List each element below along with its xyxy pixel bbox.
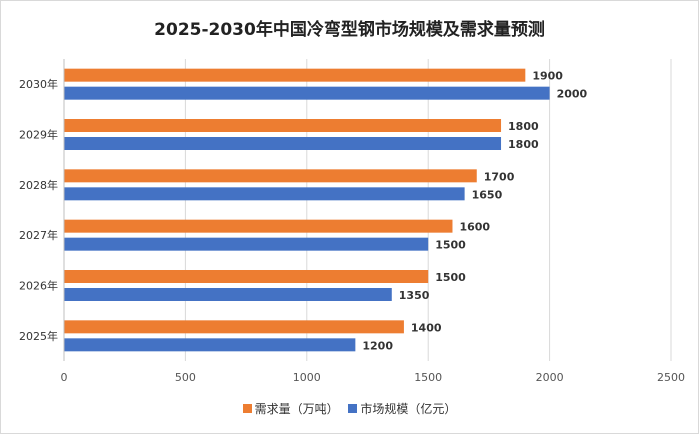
data-label: 1800 — [508, 120, 539, 133]
data-label: 1650 — [472, 188, 503, 201]
x-tick-label: 500 — [175, 371, 196, 384]
y-tick-label: 2026年 — [19, 279, 58, 293]
chart-title: 2025-2030年中国冷弯型钢市场规模及需求量预测 — [154, 20, 545, 40]
x-tick-label: 1500 — [414, 371, 442, 384]
bar-demand — [64, 219, 453, 233]
x-tick-label: 2000 — [536, 371, 564, 384]
legend-item-market-size: 市场规模（亿元） — [348, 400, 456, 417]
data-label: 1400 — [411, 321, 442, 334]
legend-swatch-market-size — [348, 404, 358, 413]
data-label: 1350 — [399, 289, 430, 302]
data-label: 1900 — [532, 70, 563, 83]
data-label: 1500 — [435, 239, 466, 252]
y-tick-label: 2027年 — [19, 228, 58, 242]
x-tick-label: 1000 — [293, 371, 321, 384]
chart-legend: 需求量（万吨） 市场规模（亿元） — [1, 400, 698, 417]
legend-swatch-demand — [242, 404, 252, 413]
x-tick-label: 0 — [61, 371, 68, 384]
data-label: 1600 — [459, 221, 490, 234]
bar-demand — [64, 320, 404, 334]
y-tick-label: 2025年 — [19, 329, 58, 343]
bar-demand — [64, 119, 502, 132]
y-tick-label: 2030年 — [19, 77, 58, 91]
bar-market-size — [64, 288, 392, 301]
data-label: 1500 — [435, 271, 466, 284]
legend-item-demand: 需求量（万吨） — [242, 400, 339, 417]
bar-demand — [64, 270, 429, 283]
bar-market-size — [64, 137, 502, 150]
bar-demand — [64, 68, 526, 82]
legend-label-market-size: 市场规模（亿元） — [360, 402, 457, 416]
bar-market-size — [64, 86, 550, 100]
legend-label-demand: 需求量（万吨） — [254, 402, 339, 416]
y-tick-label: 2028年 — [19, 178, 58, 192]
bar-market-size — [64, 187, 465, 201]
data-label: 1200 — [362, 339, 393, 352]
x-tick-label: 2500 — [657, 371, 685, 384]
bar-market-size — [64, 237, 429, 251]
y-tick-label: 2029年 — [19, 128, 58, 142]
data-label: 2000 — [557, 88, 588, 101]
data-label: 1800 — [508, 138, 539, 151]
bar-market-size — [64, 338, 356, 352]
data-label: 1700 — [484, 170, 515, 183]
bar-demand — [64, 169, 477, 183]
